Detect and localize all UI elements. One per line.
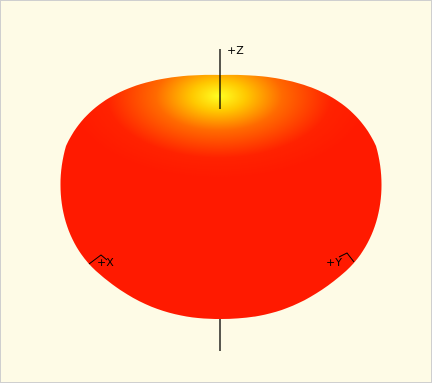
x-axis-label: +X [97, 256, 114, 269]
y-axis-label: +Y [326, 256, 342, 269]
radiation-pattern-edge-shading [60, 74, 382, 320]
x-axis-line [88, 254, 108, 265]
z-axis-label: +Z [227, 44, 244, 57]
y-axis-line [338, 252, 355, 263]
